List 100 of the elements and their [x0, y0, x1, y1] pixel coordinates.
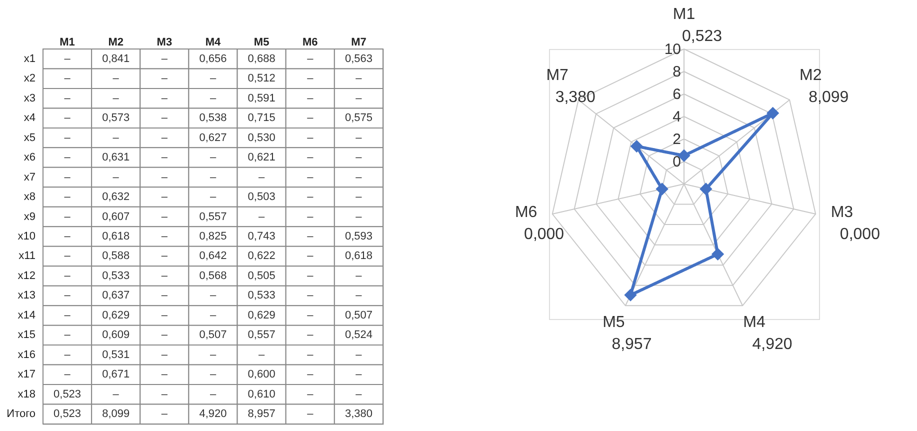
text: 0,607	[102, 210, 130, 223]
category-label: x7	[24, 171, 36, 184]
text: –	[210, 191, 216, 204]
category-label: x11	[18, 250, 36, 262]
text: 0,656	[199, 52, 227, 65]
category-label: x1	[24, 52, 36, 65]
text: –	[307, 132, 314, 144]
category-label: x10	[18, 230, 36, 242]
text: –	[161, 210, 168, 223]
text: 0,524	[344, 329, 372, 342]
text: –	[210, 171, 216, 184]
text: –	[64, 171, 70, 184]
text: 0,591	[248, 92, 276, 104]
text: 4,920	[752, 336, 792, 353]
text: 0,588	[102, 250, 130, 262]
category-label: M2	[108, 36, 124, 48]
text: 0,000	[524, 226, 564, 244]
text: –	[210, 290, 216, 302]
spoke-label: M4	[743, 314, 766, 331]
text: 4,920	[199, 408, 227, 420]
text: 0,533	[248, 290, 276, 302]
text: 3,380	[555, 88, 596, 106]
text: –	[356, 210, 362, 223]
category-label: x9	[24, 210, 36, 223]
text: 8,957	[248, 408, 276, 420]
text: –	[210, 92, 216, 104]
text: –	[307, 368, 314, 381]
category-label: x12	[18, 270, 36, 282]
text: –	[64, 230, 70, 242]
text: –	[307, 210, 314, 223]
text: –	[161, 191, 168, 204]
text: 0,618	[344, 250, 372, 262]
text: –	[64, 152, 70, 164]
text: 8,099	[808, 88, 849, 106]
text: –	[112, 171, 119, 184]
text: 0,632	[102, 191, 130, 204]
text: 0,671	[102, 368, 130, 381]
text: –	[64, 72, 70, 85]
text: –	[64, 250, 70, 262]
text: 0,557	[199, 210, 227, 223]
text: –	[356, 348, 362, 361]
text: –	[258, 210, 265, 223]
text: –	[161, 270, 168, 282]
category-label: Итого	[6, 408, 36, 420]
text: –	[161, 152, 168, 164]
category-label: M3	[156, 36, 172, 48]
text: 0,715	[248, 112, 276, 124]
text: 0,621	[248, 152, 276, 164]
text: 0,825	[199, 230, 227, 242]
text: 0,627	[199, 132, 227, 144]
text: –	[210, 388, 216, 400]
text: –	[161, 250, 168, 262]
category-label: M5	[254, 36, 270, 48]
text: –	[356, 171, 362, 184]
text: 0,563	[344, 52, 372, 65]
category-label: M6	[302, 36, 318, 48]
text: –	[161, 290, 168, 302]
text: –	[161, 329, 168, 342]
category-label: M1	[60, 36, 75, 48]
spoke-label: M5	[602, 314, 625, 331]
text: –	[161, 52, 168, 65]
spoke-label: M1	[672, 6, 696, 23]
text: 0,512	[248, 72, 276, 85]
category-label: x4	[24, 112, 36, 124]
text: –	[161, 72, 168, 85]
text: 0,631	[102, 152, 130, 164]
text: 0,575	[344, 112, 372, 124]
text: 0,622	[248, 250, 276, 262]
text: –	[210, 348, 216, 361]
text: –	[356, 270, 362, 282]
category-label: x3	[24, 92, 36, 104]
category-label: M7	[351, 36, 366, 48]
text: –	[112, 132, 119, 144]
text: –	[64, 112, 70, 124]
category-label: x18	[18, 388, 36, 400]
text: –	[161, 348, 168, 361]
text: 0,573	[102, 112, 130, 124]
text: 0,841	[102, 52, 130, 65]
text: –	[307, 171, 314, 184]
y-tick-label: 2	[672, 131, 681, 148]
text: –	[210, 152, 216, 164]
text: 0,533	[102, 270, 130, 282]
text: –	[161, 112, 168, 124]
text: –	[161, 171, 168, 184]
text: 3,380	[344, 408, 372, 420]
text: –	[210, 368, 216, 381]
text: –	[356, 191, 362, 204]
text: 0,000	[840, 226, 880, 244]
text: –	[64, 210, 70, 223]
text: –	[307, 348, 314, 361]
y-tick-label: 6	[672, 86, 681, 103]
text: –	[64, 132, 70, 144]
text: –	[64, 191, 70, 204]
text: 0,609	[102, 329, 130, 342]
text: –	[161, 388, 168, 400]
spoke-label: M2	[800, 66, 822, 84]
text: –	[307, 408, 314, 420]
text: –	[307, 270, 314, 282]
text: –	[64, 270, 70, 282]
text: –	[161, 132, 168, 144]
